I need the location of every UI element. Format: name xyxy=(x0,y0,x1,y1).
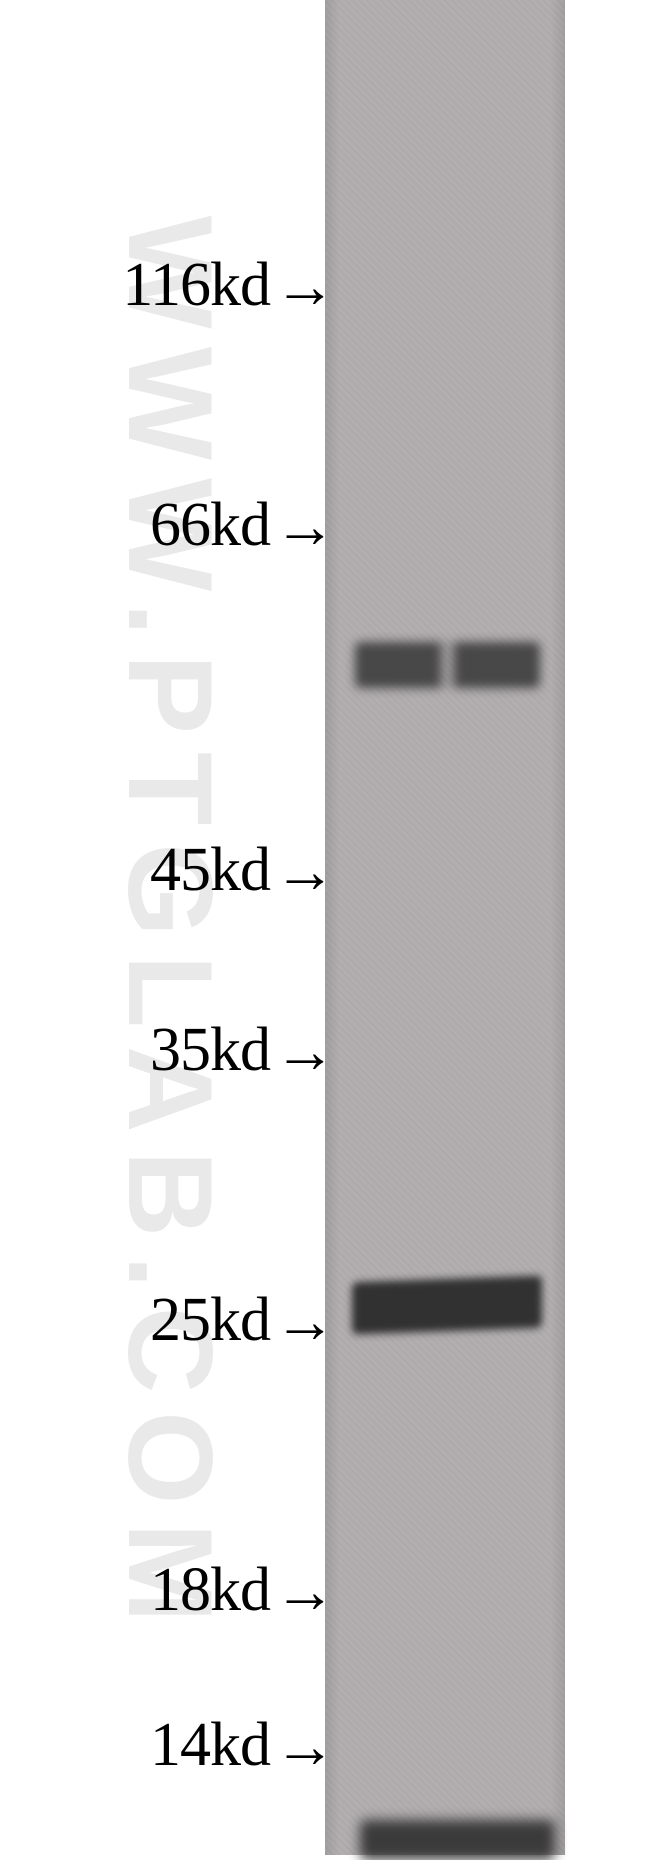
arrow-right-icon: → xyxy=(274,1561,335,1623)
marker-text: 18kd xyxy=(150,1556,270,1624)
arrow-right-icon: → xyxy=(274,841,335,903)
marker-text: 45kd xyxy=(150,836,270,904)
band-bottom-smear xyxy=(360,1820,555,1860)
band-25kd xyxy=(352,1276,542,1335)
arrow-right-icon: → xyxy=(274,1021,335,1083)
western-blot-figure: WWW.PTGLAB.COM 116kd→66kd→45kd→35kd→25kd… xyxy=(0,0,650,1855)
marker-label: 35kd→ xyxy=(150,1019,335,1081)
marker-text: 25kd xyxy=(150,1286,270,1354)
marker-text: 35kd xyxy=(150,1016,270,1084)
marker-text: 14kd xyxy=(150,1711,270,1779)
marker-label: 25kd→ xyxy=(150,1289,335,1351)
arrow-right-icon: → xyxy=(274,256,335,318)
marker-text: 66kd xyxy=(150,491,270,559)
arrow-right-icon: → xyxy=(274,1716,335,1778)
arrow-right-icon: → xyxy=(274,496,335,558)
marker-label: 14kd→ xyxy=(150,1714,335,1776)
arrow-right-icon: → xyxy=(274,1291,335,1353)
watermark-text: WWW.PTGLAB.COM xyxy=(101,215,239,1640)
marker-text: 116kd xyxy=(122,251,270,319)
band-upper xyxy=(355,642,540,688)
marker-label: 45kd→ xyxy=(150,839,335,901)
marker-label: 66kd→ xyxy=(150,494,335,556)
marker-label: 18kd→ xyxy=(150,1559,335,1621)
marker-label: 116kd→ xyxy=(122,254,335,316)
blot-lane xyxy=(325,0,565,1855)
